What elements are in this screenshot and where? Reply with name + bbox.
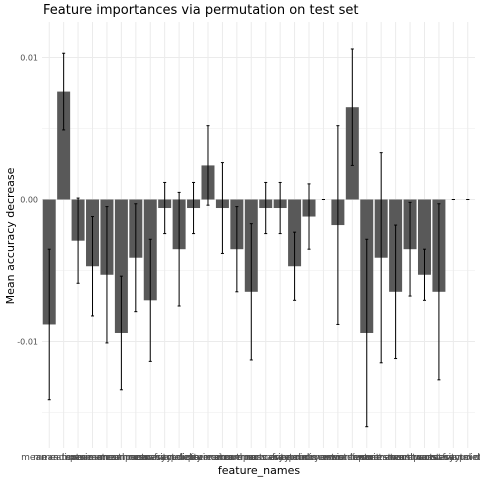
x-tick-label: mean compactness bbox=[77, 453, 165, 463]
x-tick-label: worst perimeter bbox=[331, 453, 403, 463]
error-bar bbox=[422, 248, 426, 301]
error-bar bbox=[307, 183, 311, 250]
error-bar bbox=[278, 181, 282, 235]
error-bar bbox=[293, 231, 297, 301]
x-tick-label: compactness error bbox=[224, 453, 308, 463]
y-axis-ticks: 0.01 0.00 -0.01 bbox=[17, 54, 38, 347]
error-bar bbox=[148, 238, 152, 362]
x-tick-label: mean texture bbox=[33, 453, 94, 463]
error-bar bbox=[105, 206, 109, 344]
y-axis-label: Mean accuracy decrease bbox=[4, 167, 17, 304]
error-bar bbox=[394, 224, 398, 360]
x-tick-label: perimeter error bbox=[188, 453, 257, 463]
x-tick-label: worst radius bbox=[310, 453, 366, 463]
error-bar bbox=[437, 203, 441, 381]
error-bar bbox=[220, 162, 224, 254]
error-bar bbox=[235, 206, 239, 293]
x-tick-label: mean radius bbox=[21, 453, 78, 463]
x-tick-label: mean fractal dimension bbox=[126, 453, 233, 463]
x-tick-label: fractal dimension error bbox=[272, 453, 375, 463]
error-bars bbox=[47, 48, 470, 428]
x-tick-label: concavity error bbox=[246, 453, 314, 463]
x-tick-label: worst concave points bbox=[391, 453, 480, 463]
y-tick-label: 0.01 bbox=[20, 54, 38, 63]
y-tick-label: -0.01 bbox=[17, 338, 38, 347]
bar bbox=[114, 199, 128, 333]
x-tick-label: worst concavity bbox=[389, 453, 461, 463]
error-bar bbox=[62, 52, 66, 131]
x-tick-label: area error bbox=[214, 453, 259, 463]
error-bar bbox=[119, 275, 123, 391]
x-tick-label: worst smoothness bbox=[355, 453, 437, 463]
x-tick-label: worst area bbox=[357, 453, 405, 463]
bar bbox=[57, 91, 71, 200]
x-tick-label: mean smoothness bbox=[66, 453, 149, 463]
x-tick-label: worst symmetry bbox=[417, 453, 480, 463]
x-tick-label: mean area bbox=[68, 453, 116, 463]
bar bbox=[417, 199, 431, 275]
error-bar bbox=[379, 152, 383, 364]
error-bar bbox=[163, 181, 167, 235]
x-tick-label: mean concave points bbox=[102, 453, 199, 463]
x-tick-label: worst texture bbox=[322, 453, 383, 463]
error-bar bbox=[206, 125, 210, 206]
error-bar bbox=[350, 48, 354, 166]
x-tick-label: symmetry error bbox=[274, 453, 345, 463]
error-bar bbox=[249, 223, 253, 361]
x-tick-label: concave points error bbox=[248, 453, 341, 463]
error-bar bbox=[192, 181, 196, 235]
x-tick-label: radius error bbox=[167, 453, 220, 463]
x-tick-label: mean concavity bbox=[100, 453, 172, 463]
y-tick-label: 0.00 bbox=[20, 196, 38, 205]
x-tick-label: worst fractal dimension bbox=[415, 453, 480, 463]
x-tick-label: texture error bbox=[179, 453, 236, 463]
error-bar bbox=[336, 125, 340, 325]
error-bar bbox=[264, 181, 268, 235]
chart-title: Feature importances via permutation on t… bbox=[43, 3, 359, 18]
x-tick-label: mean symmetry bbox=[128, 453, 203, 463]
error-bar bbox=[365, 238, 369, 428]
error-bar bbox=[134, 203, 138, 313]
error-bar bbox=[91, 216, 95, 317]
x-tick-label: mean perimeter bbox=[42, 453, 115, 463]
error-bar bbox=[76, 197, 80, 284]
x-tick-label: smoothness error bbox=[212, 453, 291, 463]
error-bar bbox=[177, 191, 181, 307]
error-bar bbox=[47, 248, 51, 401]
error-bar bbox=[408, 201, 412, 297]
x-axis-label: feature_names bbox=[218, 464, 300, 477]
x-tick-label: worst compactness bbox=[366, 453, 454, 463]
bars bbox=[42, 91, 446, 333]
